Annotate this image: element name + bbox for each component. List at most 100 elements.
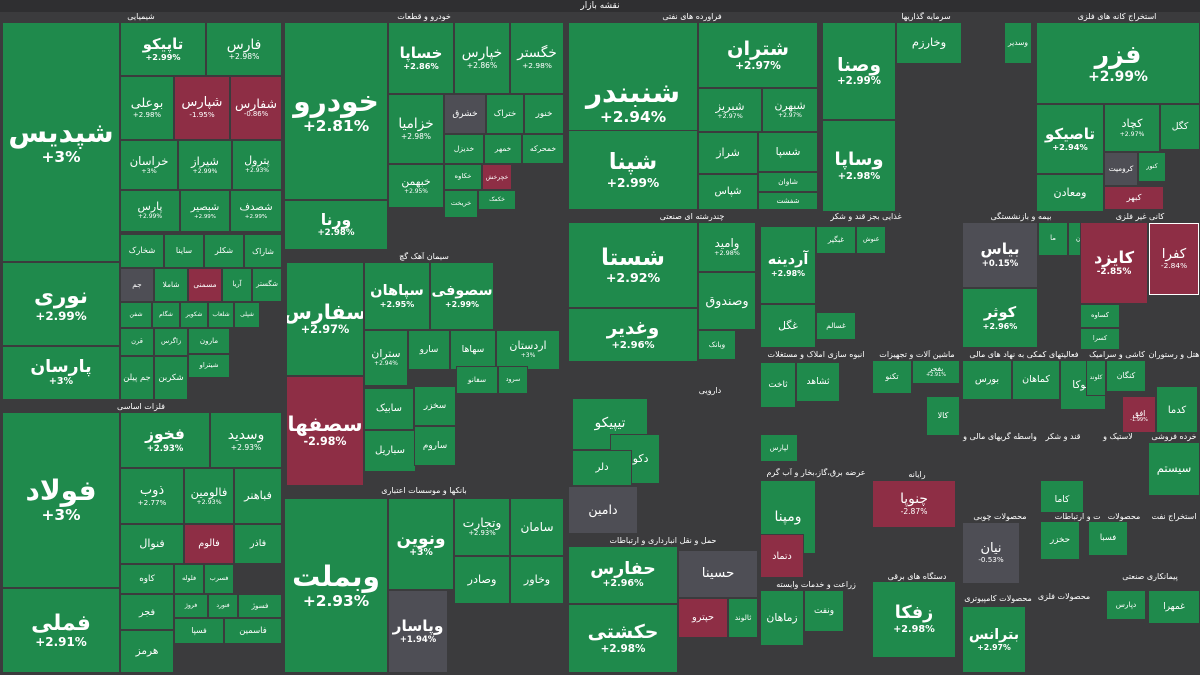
tile-شراز[interactable]: شراز — [698, 132, 758, 174]
tile-فالوم[interactable]: فالوم — [184, 524, 234, 564]
tile-اردستان[interactable]: اردستان +3% — [496, 330, 560, 370]
tile-شاملا[interactable]: شاملا — [154, 268, 188, 302]
tile-غسالم[interactable]: غسالم — [816, 312, 856, 340]
tile-شسپا[interactable]: شسپا — [758, 132, 818, 172]
tile-حکشتی[interactable]: حکشتی +2.98% — [568, 604, 678, 673]
tile-ساروم[interactable]: ساروم — [414, 426, 456, 466]
tile-بیاس[interactable]: بیاس +0.15% — [962, 222, 1038, 288]
tile-شپاس[interactable]: شپاس — [698, 174, 758, 210]
tile-پارس[interactable]: پارس +2.99% — [120, 190, 180, 232]
tile-فلوله[interactable]: فلوله — [174, 564, 204, 594]
tile-شکویر[interactable]: شکویر — [180, 302, 208, 328]
tile-فجر[interactable]: فجر — [120, 594, 174, 630]
tile-کنور[interactable]: کنور — [1138, 152, 1166, 182]
tile-شپنا[interactable]: شپنا +2.99% — [568, 130, 698, 210]
tile-آردینه[interactable]: آردینه +2.98% — [760, 226, 816, 304]
tile-خکمک[interactable]: خکمک — [478, 190, 516, 210]
tile-کرومیت[interactable]: کرومیت — [1104, 152, 1138, 186]
tile-کوثر[interactable]: کوثر +2.96% — [962, 288, 1038, 348]
tile-ما[interactable]: ما — [1038, 222, 1068, 256]
tile-ختراک[interactable]: ختراک — [486, 94, 524, 134]
tile-شفارس[interactable]: شفارس -0.86% — [230, 76, 282, 140]
tile-سابیک[interactable]: سابیک — [364, 388, 414, 430]
tile-ونوین[interactable]: ونوین +3% — [388, 498, 454, 590]
tile-افق[interactable]: افق -1.99% — [1122, 396, 1156, 436]
tile-ثاخت[interactable]: ثاخت — [760, 362, 796, 408]
tile-کماهان[interactable]: کماهان — [1012, 360, 1060, 400]
tile-شفن[interactable]: شفن — [120, 302, 152, 328]
tile-سصوفی[interactable]: سصوفی +2.99% — [430, 262, 494, 330]
tile-فباهنر[interactable]: فباهنر — [234, 468, 282, 524]
tile-فاسمین[interactable]: فاسمین — [224, 618, 282, 644]
tile-وبملت[interactable]: وبملت +2.93% — [284, 498, 388, 673]
tile-خپارس[interactable]: خپارس +2.86% — [454, 22, 510, 94]
tile-فروژ[interactable]: فروژ — [174, 594, 208, 618]
tile-کالا[interactable]: کالا — [926, 396, 960, 436]
tile-کگل[interactable]: کگل — [1160, 104, 1200, 150]
tile-خراسان[interactable]: خراسان +3% — [120, 140, 178, 190]
tile-فالومین[interactable]: فالومین +2.93% — [184, 468, 234, 524]
tile-غمهرا[interactable]: غمهرا — [1148, 590, 1200, 624]
tile-وپاسار[interactable]: وپاسار +1.94% — [388, 590, 448, 673]
tile-خساپا[interactable]: خساپا +2.86% — [388, 22, 454, 94]
tile-ورنا[interactable]: ورنا +2.98% — [284, 200, 388, 250]
tile-فارس[interactable]: فارس +2.98% — [206, 22, 282, 76]
tile-وغدیر[interactable]: وغدیر +2.96% — [568, 308, 698, 362]
tile-لپارس[interactable]: لپارس — [760, 434, 798, 462]
tile-شفشت[interactable]: شفشت — [758, 192, 818, 210]
tile-کلوند[interactable]: کلوند — [1086, 360, 1106, 396]
tile-فزر[interactable]: فزر +2.99% — [1036, 22, 1200, 104]
tile-هرمز[interactable]: هرمز — [120, 630, 174, 673]
tile-خریخت[interactable]: خریخت — [444, 190, 478, 218]
tile-فسوژ[interactable]: فسوژ — [238, 594, 282, 618]
tile-فولاد[interactable]: فولاد +3% — [2, 412, 120, 588]
tile-فنورد[interactable]: فنورد — [208, 594, 238, 618]
tile-ثالوند[interactable]: ثالوند — [728, 598, 758, 638]
tile-شگام[interactable]: شگام — [152, 302, 180, 328]
tile-شپدیس[interactable]: شپدیس +3% — [2, 22, 120, 262]
tile-کبهر[interactable]: کبهر — [1104, 186, 1164, 210]
tile-ذوب[interactable]: ذوب +2.77% — [120, 468, 184, 524]
tile-خگستر[interactable]: خگستر +2.98% — [510, 22, 564, 94]
tile-وسدید[interactable]: وسدید +2.93% — [210, 412, 282, 468]
tile-وساپا[interactable]: وساپا +2.98% — [822, 120, 896, 212]
tile-مارون[interactable]: مارون — [188, 328, 230, 354]
tile-سخزر[interactable]: سخزر — [414, 386, 456, 426]
tile-سهاها[interactable]: سهاها — [450, 330, 496, 370]
tile-شپارس[interactable]: شپارس -1.95% — [174, 76, 230, 140]
tile-فاذر[interactable]: فاذر — [234, 524, 282, 564]
tile-دامین[interactable]: دامین — [568, 486, 638, 534]
tile-غگل[interactable]: غگل — [760, 304, 816, 348]
tile-فسرب[interactable]: فسرب — [204, 564, 234, 594]
tile-آریا[interactable]: آریا — [222, 268, 252, 302]
tile-کدما[interactable]: کدما — [1156, 386, 1198, 436]
tile-تاپیکو[interactable]: تاپیکو +2.99% — [120, 22, 206, 76]
tile-بترانس[interactable]: بترانس +2.97% — [962, 606, 1026, 673]
tile-نوری[interactable]: نوری +2.99% — [2, 262, 120, 346]
tile-حخزر[interactable]: حخزر — [1040, 520, 1080, 560]
tile-حسینا[interactable]: حسینا — [678, 550, 758, 598]
tile-شگستر[interactable]: شگستر — [252, 268, 282, 302]
tile-شبهرن[interactable]: شبهرن +2.97% — [762, 88, 818, 132]
tile-فسبا[interactable]: فسبا — [1088, 520, 1128, 556]
tile-کفرا[interactable]: کفرا -2.84% — [1148, 222, 1200, 296]
tile-تاصیکو[interactable]: تاصیکو +2.94% — [1036, 104, 1104, 174]
tile-ثشاهد[interactable]: ثشاهد — [796, 362, 840, 402]
tile-بفجر[interactable]: بفجر +2.91% — [912, 360, 960, 384]
tile-حپترو[interactable]: حپترو — [678, 598, 728, 638]
tile-خودرو[interactable]: خودرو +2.81% — [284, 22, 388, 200]
tile-زاگرس[interactable]: زاگرس — [154, 328, 188, 356]
tile-شستا[interactable]: شستا +2.92% — [568, 222, 698, 308]
tile-وصنا[interactable]: وصنا +2.99% — [822, 22, 896, 120]
tile-خشرق[interactable]: خشرق — [444, 94, 486, 134]
tile-پارسان[interactable]: پارسان +3% — [2, 346, 120, 400]
tile-خدیزل[interactable]: خدیزل — [444, 134, 484, 164]
tile-شتران[interactable]: شتران +2.97% — [698, 22, 818, 88]
tile-وامید[interactable]: وامید +2.98% — [698, 222, 756, 272]
tile-تکنو[interactable]: تکنو — [872, 360, 912, 394]
tile-بورس[interactable]: بورس — [962, 360, 1012, 400]
tile-سارو[interactable]: سارو — [408, 330, 450, 370]
tile-ساینا[interactable]: ساینا — [164, 234, 204, 268]
tile-شیتراو[interactable]: شیتراو — [188, 354, 230, 378]
tile-وسدیر[interactable]: وسدیر — [1004, 22, 1032, 64]
